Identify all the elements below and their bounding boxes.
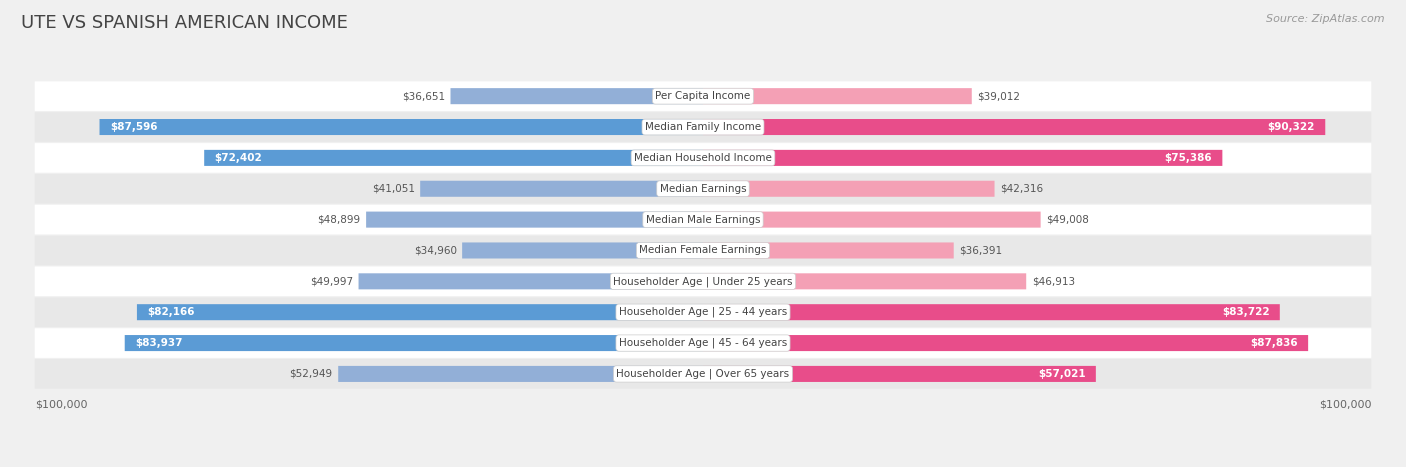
Text: $36,651: $36,651	[402, 91, 444, 101]
FancyBboxPatch shape	[703, 273, 1026, 290]
FancyBboxPatch shape	[35, 205, 1371, 234]
FancyBboxPatch shape	[703, 304, 1279, 320]
FancyBboxPatch shape	[366, 212, 703, 227]
FancyBboxPatch shape	[463, 242, 703, 259]
Text: $87,596: $87,596	[110, 122, 157, 132]
Text: Median Earnings: Median Earnings	[659, 184, 747, 194]
FancyBboxPatch shape	[100, 119, 703, 135]
Text: Source: ZipAtlas.com: Source: ZipAtlas.com	[1267, 14, 1385, 24]
FancyBboxPatch shape	[35, 112, 1371, 142]
Text: $48,899: $48,899	[318, 215, 360, 225]
FancyBboxPatch shape	[35, 328, 1371, 358]
FancyBboxPatch shape	[35, 236, 1371, 265]
Text: Householder Age | 25 - 44 years: Householder Age | 25 - 44 years	[619, 307, 787, 318]
Text: $90,322: $90,322	[1268, 122, 1315, 132]
Text: $49,008: $49,008	[1046, 215, 1090, 225]
FancyBboxPatch shape	[703, 119, 1326, 135]
FancyBboxPatch shape	[703, 335, 1308, 351]
Text: Median Male Earnings: Median Male Earnings	[645, 215, 761, 225]
FancyBboxPatch shape	[420, 181, 703, 197]
Text: UTE VS SPANISH AMERICAN INCOME: UTE VS SPANISH AMERICAN INCOME	[21, 14, 347, 32]
FancyBboxPatch shape	[35, 267, 1371, 296]
FancyBboxPatch shape	[703, 88, 972, 104]
Text: $83,937: $83,937	[135, 338, 183, 348]
Text: Householder Age | Over 65 years: Householder Age | Over 65 years	[616, 368, 790, 379]
FancyBboxPatch shape	[35, 143, 1371, 173]
FancyBboxPatch shape	[703, 181, 994, 197]
Text: $72,402: $72,402	[215, 153, 263, 163]
Text: $82,166: $82,166	[148, 307, 195, 317]
Text: Householder Age | 45 - 64 years: Householder Age | 45 - 64 years	[619, 338, 787, 348]
Text: $87,836: $87,836	[1250, 338, 1298, 348]
Text: Median Household Income: Median Household Income	[634, 153, 772, 163]
Text: Median Family Income: Median Family Income	[645, 122, 761, 132]
Text: $49,997: $49,997	[309, 276, 353, 286]
FancyBboxPatch shape	[703, 366, 1095, 382]
Text: $34,960: $34,960	[413, 246, 457, 255]
FancyBboxPatch shape	[35, 81, 1371, 111]
FancyBboxPatch shape	[703, 242, 953, 259]
FancyBboxPatch shape	[35, 174, 1371, 204]
Text: $42,316: $42,316	[1000, 184, 1043, 194]
Text: $57,021: $57,021	[1038, 369, 1085, 379]
Text: Householder Age | Under 25 years: Householder Age | Under 25 years	[613, 276, 793, 287]
Text: $36,391: $36,391	[959, 246, 1002, 255]
Text: $52,949: $52,949	[290, 369, 333, 379]
Text: $46,913: $46,913	[1032, 276, 1074, 286]
FancyBboxPatch shape	[136, 304, 703, 320]
FancyBboxPatch shape	[35, 359, 1371, 389]
Text: Median Female Earnings: Median Female Earnings	[640, 246, 766, 255]
Text: $83,722: $83,722	[1222, 307, 1270, 317]
Text: $41,051: $41,051	[371, 184, 415, 194]
FancyBboxPatch shape	[125, 335, 703, 351]
Text: $100,000: $100,000	[35, 400, 87, 410]
FancyBboxPatch shape	[450, 88, 703, 104]
FancyBboxPatch shape	[339, 366, 703, 382]
FancyBboxPatch shape	[35, 297, 1371, 327]
Text: $39,012: $39,012	[977, 91, 1021, 101]
Text: Per Capita Income: Per Capita Income	[655, 91, 751, 101]
Text: $100,000: $100,000	[1319, 400, 1371, 410]
FancyBboxPatch shape	[359, 273, 703, 290]
FancyBboxPatch shape	[703, 212, 1040, 227]
FancyBboxPatch shape	[204, 150, 703, 166]
FancyBboxPatch shape	[703, 150, 1222, 166]
Text: $75,386: $75,386	[1164, 153, 1212, 163]
